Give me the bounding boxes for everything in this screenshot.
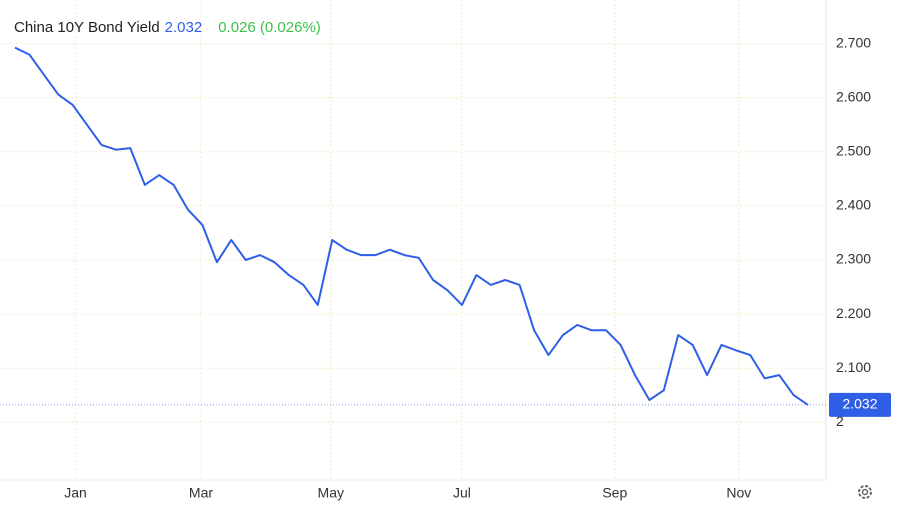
- price-badge-label: 2.032: [842, 396, 877, 412]
- gear[interactable]: [858, 485, 872, 499]
- y-tick-label: 2: [836, 413, 844, 429]
- marks: 2.032: [0, 46, 891, 417]
- x-tick-label: Sep: [602, 485, 627, 501]
- x-tick-label: Jan: [64, 485, 87, 501]
- price-line: [14, 46, 809, 406]
- x-tick-label: May: [318, 485, 344, 501]
- x-tick-label: Jul: [453, 485, 471, 501]
- y-tick-label: 2.600: [836, 89, 871, 105]
- chart-title: China 10Y Bond Yield: [14, 19, 160, 36]
- y-tick-label: 2.100: [836, 359, 871, 375]
- header: China 10Y Bond Yield 2.032 0.026 (0.026%): [14, 19, 321, 36]
- change: 0.026 (0.026%): [218, 19, 321, 36]
- grid: [0, 0, 826, 480]
- x-tick-label: Nov: [726, 485, 751, 501]
- x-tick-label: Mar: [189, 485, 213, 501]
- settings-icon[interactable]: [858, 485, 872, 499]
- y-tick-label: 2.200: [836, 305, 871, 321]
- price-badge: [829, 392, 891, 417]
- price: 2.032: [165, 19, 203, 36]
- y-tick-label: 2.400: [836, 197, 871, 213]
- y-tick-label: 2.700: [836, 34, 871, 50]
- gear-hub[interactable]: [861, 488, 869, 496]
- y-tick-label: 2.300: [836, 251, 871, 267]
- y-tick-label: 2.500: [836, 143, 871, 159]
